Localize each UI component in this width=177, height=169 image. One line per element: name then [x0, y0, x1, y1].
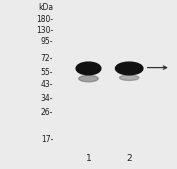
Text: 180-: 180-	[36, 15, 53, 24]
Ellipse shape	[119, 75, 139, 80]
Text: 72-: 72-	[41, 54, 53, 63]
Ellipse shape	[79, 75, 98, 82]
Text: 17-: 17-	[41, 135, 53, 144]
Text: 95-: 95-	[41, 37, 53, 46]
Text: 2: 2	[126, 153, 132, 163]
Text: 26-: 26-	[41, 108, 53, 117]
Ellipse shape	[116, 62, 143, 75]
Text: 1: 1	[86, 153, 91, 163]
Ellipse shape	[76, 62, 101, 75]
Text: 55-: 55-	[41, 68, 53, 77]
Text: 34-: 34-	[41, 94, 53, 103]
Text: 130-: 130-	[36, 26, 53, 35]
Text: 43-: 43-	[41, 80, 53, 89]
Text: kDa: kDa	[38, 3, 53, 12]
